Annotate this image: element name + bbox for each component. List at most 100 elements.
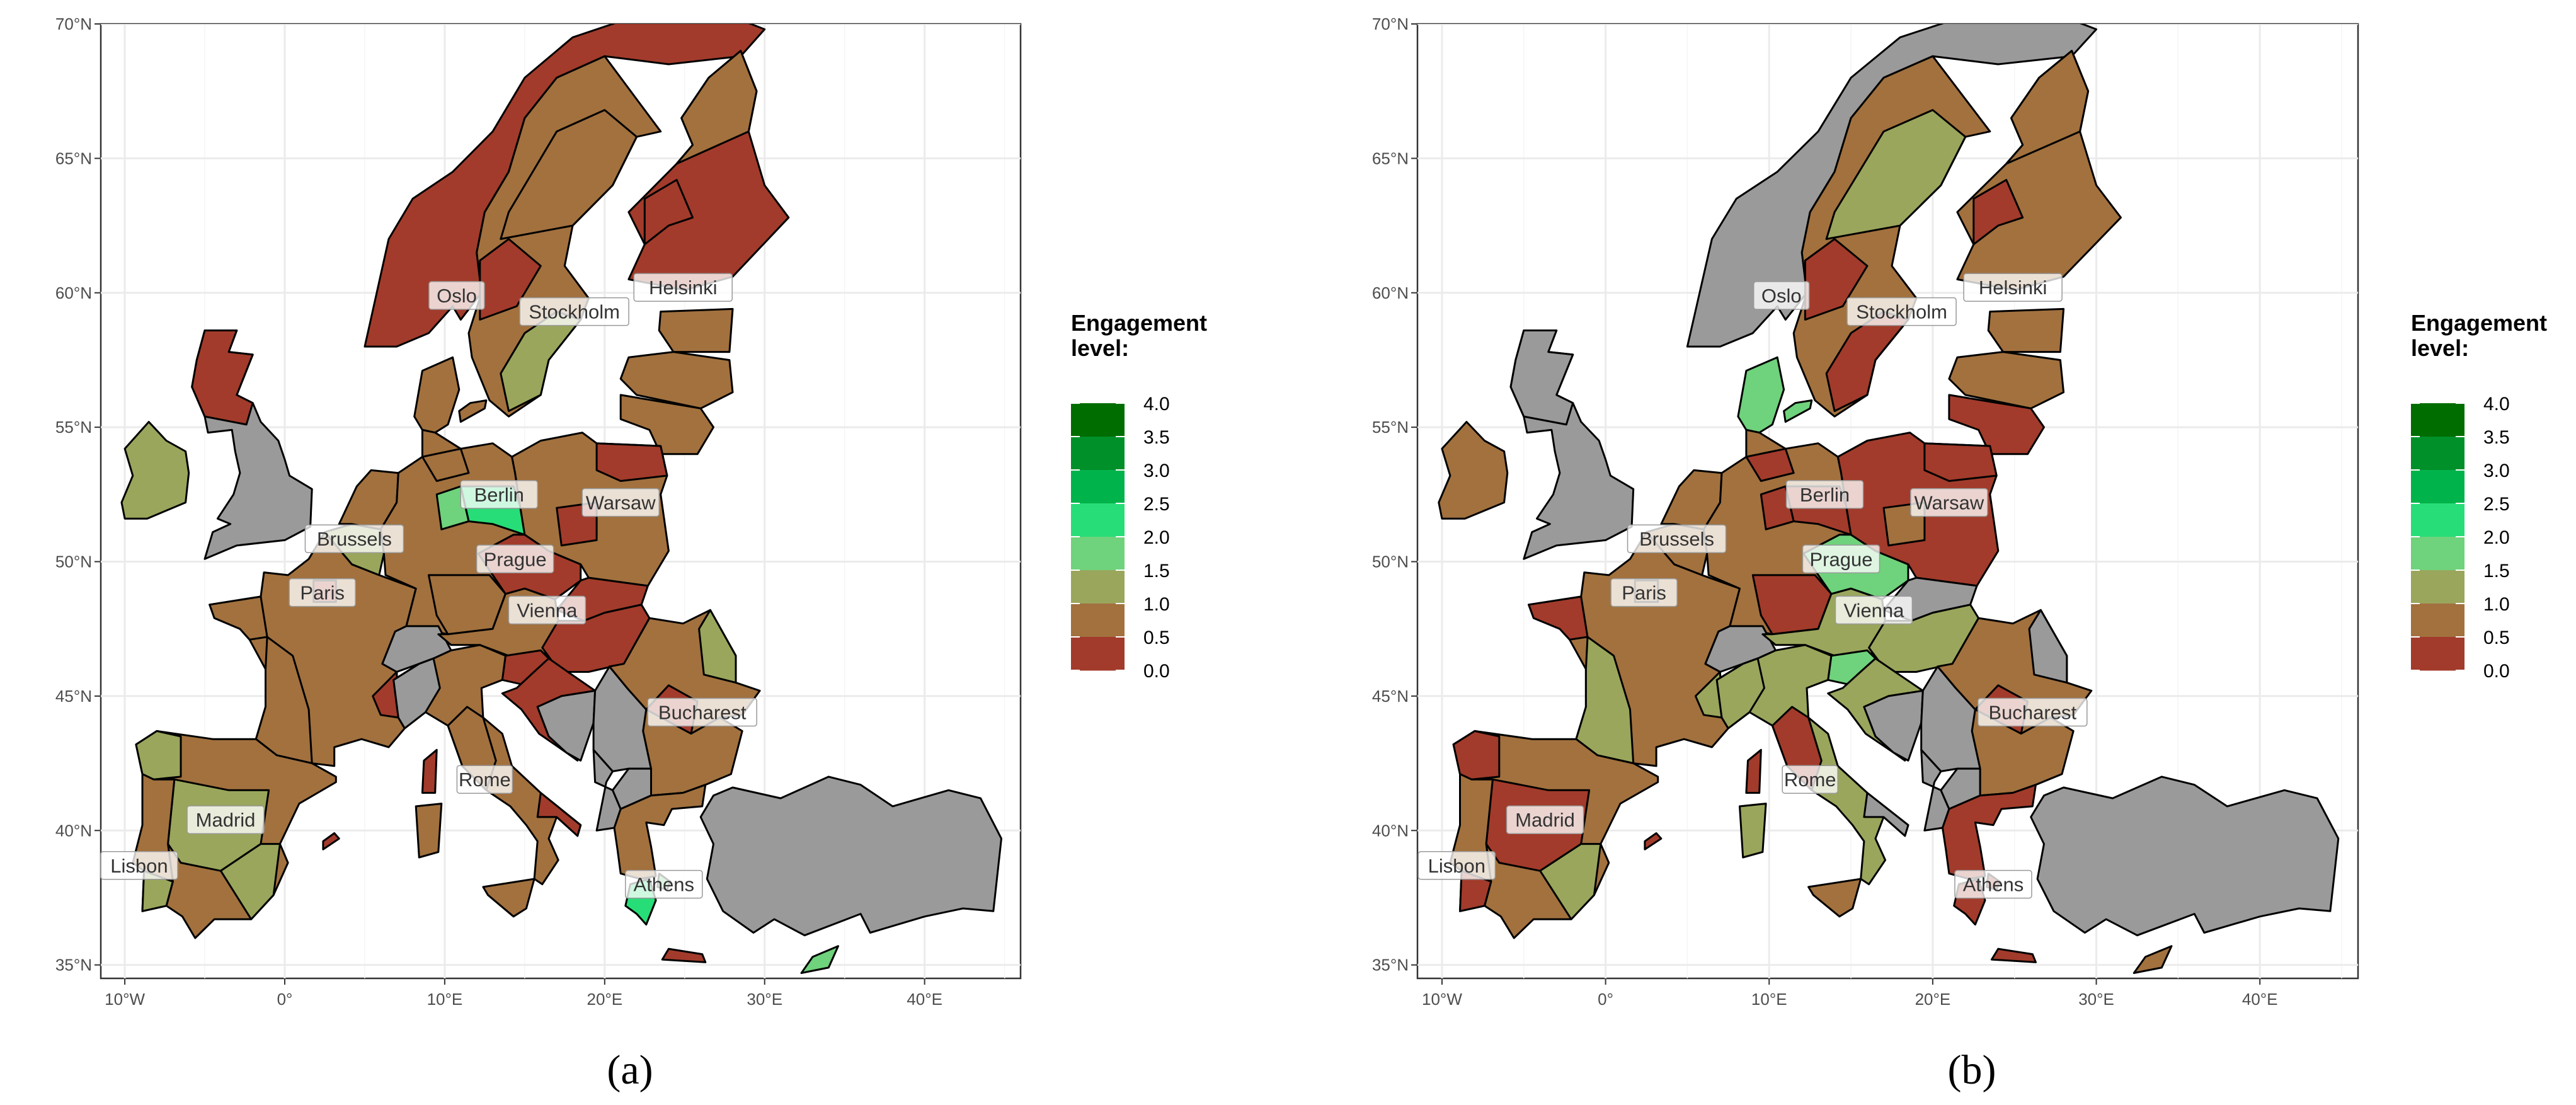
- x-tick-label: 10°W: [1422, 990, 1462, 1009]
- city-label-brussels: Brussels: [304, 524, 404, 553]
- region-polygon: [191, 329, 254, 426]
- region-polygon: [1807, 878, 1862, 918]
- city-label-box: [1802, 544, 1880, 574]
- legend-label: 4.0: [1143, 394, 1170, 415]
- region-polygon: [661, 948, 707, 963]
- city-label-paris: Paris: [289, 578, 356, 607]
- city-label-berlin: Berlin: [460, 480, 538, 509]
- city-name: Stockholm: [1856, 301, 1947, 323]
- legend-swatch: [2411, 437, 2464, 471]
- city-label-helsinki: Helsinki: [1963, 273, 2063, 302]
- city-label-box: [581, 488, 660, 517]
- region-polygon: [1990, 948, 2037, 963]
- region-polygon: [1509, 329, 1574, 426]
- region-polygon: [619, 394, 714, 455]
- region-polygon: [458, 399, 488, 423]
- city-name: Bucharest: [1989, 702, 2077, 724]
- panel-caption-b: (b): [1948, 1047, 1996, 1093]
- city-name: Warsaw: [586, 492, 656, 514]
- city-label-bucharest: Bucharest: [647, 697, 757, 727]
- region-polygon: [1539, 843, 1602, 920]
- y-axis-ticks-a: 70°N 65°N 60°N 55°N 50°N 45°N 40°N 35°N: [55, 14, 101, 975]
- city-label-prague: Prague: [476, 544, 554, 574]
- city-label-berlin: Berlin: [1785, 480, 1864, 509]
- city-label-box: [1963, 273, 2063, 302]
- region-polygon: [1804, 238, 1869, 321]
- region-polygon: [658, 307, 734, 353]
- city-label-box: [476, 544, 554, 574]
- legend-label: 0.5: [1143, 627, 1170, 648]
- city-label-lisbon: Lisbon: [1417, 851, 1496, 880]
- region-polygon: [595, 442, 668, 482]
- legend-label: 4.0: [2483, 394, 2510, 415]
- map-panel-b: Oslo Stockholm Helsinki Berlin Brussels Pragu…: [1372, 14, 2547, 1093]
- y-tick-label: 70°N: [55, 14, 92, 33]
- city-label-warsaw: Warsaw: [581, 488, 660, 517]
- legend-swatch: [1071, 570, 1125, 604]
- legend-swatch: [2411, 470, 2464, 504]
- x-tick-label: 30°E: [2078, 990, 2114, 1009]
- city-label-box: [456, 765, 513, 794]
- city-name: Lisbon: [1428, 855, 1485, 877]
- y-tick-label: 35°N: [55, 956, 92, 975]
- legend-label: 2.5: [1143, 494, 1170, 515]
- legend-label: 2.0: [2483, 527, 2510, 548]
- region-polygon: [698, 609, 737, 684]
- x-tick-label: 20°E: [1915, 990, 1951, 1009]
- legend-title: Engagement: [1071, 310, 1207, 336]
- region-polygon: [643, 179, 694, 246]
- city-name: Brussels: [317, 528, 392, 550]
- city-label-box: [625, 869, 703, 899]
- legend-label: 1.5: [2483, 561, 2510, 581]
- region-polygon: [1948, 394, 2045, 455]
- region-polygon: [619, 351, 734, 409]
- city-label-box: [1506, 805, 1584, 834]
- city-label-box: [1627, 524, 1727, 553]
- city-label-oslo: Oslo: [428, 281, 485, 310]
- legend-label: 0.0: [2483, 661, 2510, 682]
- city-name: Lisbon: [110, 855, 168, 877]
- region-polygon: [219, 843, 281, 920]
- region-polygon: [1863, 792, 1909, 837]
- legend-label: 1.0: [1143, 594, 1170, 615]
- region-polygon: [479, 238, 542, 321]
- legend-swatch: [2411, 637, 2464, 671]
- region-polygon: [1459, 869, 1492, 912]
- city-label-bucharest: Bucharest: [1978, 697, 2088, 727]
- x-tick-label: 40°E: [907, 990, 942, 1009]
- legend-title: level:: [1071, 335, 1129, 361]
- x-tick-label: 30°E: [747, 990, 782, 1009]
- x-tick-label: 40°E: [2242, 990, 2278, 1009]
- legend-swatch: [1071, 503, 1125, 537]
- region-polygon: [1923, 442, 1998, 482]
- region-polygon: [392, 657, 441, 730]
- city-label-box: [1785, 480, 1864, 509]
- map-panel-a: Oslo Stockholm Helsinki Berlin Brussels Pragu…: [55, 14, 1207, 1093]
- x-axis-ticks-b: 10°W 0° 10°E 20°E 30°E 40°E: [1422, 978, 2278, 1009]
- region-polygon: [536, 689, 597, 762]
- legend-label: 0.5: [2483, 627, 2510, 648]
- city-label-box: [1978, 697, 2088, 727]
- region-polygon: [2028, 609, 2068, 684]
- region-polygon: [421, 748, 438, 794]
- city-label-rome: Rome: [1782, 765, 1838, 794]
- legend-swatch: [1071, 470, 1125, 504]
- y-tick-label: 65°N: [1372, 149, 1409, 168]
- y-tick-label: 55°N: [1372, 418, 1409, 437]
- city-name: Vienna: [1843, 599, 1904, 621]
- city-label-box: [647, 697, 757, 727]
- legend-label: 3.5: [1143, 427, 1170, 448]
- region-polygon: [1644, 832, 1663, 850]
- legend-title: Engagement: [2411, 310, 2547, 336]
- legend-label: 3.5: [2483, 427, 2510, 448]
- region-polygon: [1760, 485, 1795, 530]
- city-name: Helsinki: [1979, 277, 2047, 299]
- city-label-oslo: Oslo: [1753, 281, 1810, 310]
- region-polygon: [415, 803, 443, 859]
- city-name: Paris: [300, 582, 345, 604]
- region-polygon: [1783, 399, 1813, 423]
- legend-swatch: [2411, 403, 2464, 437]
- legend-label: 3.0: [2483, 461, 2510, 481]
